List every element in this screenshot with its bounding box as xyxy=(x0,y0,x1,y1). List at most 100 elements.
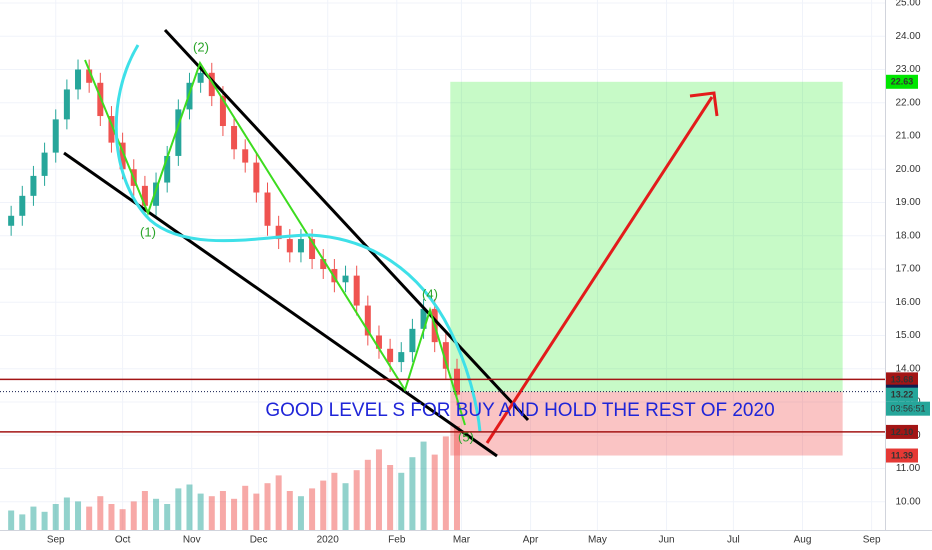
volume-bar xyxy=(286,491,293,530)
volume-bar xyxy=(331,472,338,530)
volume-bar xyxy=(409,457,416,530)
volume-bar xyxy=(219,491,226,530)
timer: 03:56:51 xyxy=(890,404,925,414)
volume-bar xyxy=(453,426,460,530)
candle-body xyxy=(153,182,160,206)
y-tick-label: 25.00 xyxy=(895,0,920,9)
x-tick-label: Sep xyxy=(863,535,881,546)
volume-bar xyxy=(164,504,171,530)
volume-bar xyxy=(297,496,304,530)
volume-bar xyxy=(242,485,249,530)
y-tick-label: 10.00 xyxy=(895,496,920,507)
wave-label: (1) xyxy=(140,224,156,239)
candle-body xyxy=(86,69,93,83)
price-tag-label: 12.10 xyxy=(891,427,914,437)
levels xyxy=(0,378,885,433)
annotation: GOOD LEVEL S FOR BUY AND HOLD THE REST O… xyxy=(265,400,774,421)
candle-body xyxy=(19,195,26,216)
volume-bar xyxy=(8,510,15,530)
candle-body xyxy=(119,142,126,170)
candle-body xyxy=(8,215,15,226)
volume-bar xyxy=(19,514,26,530)
x-tick-label: Aug xyxy=(794,535,812,546)
channel-line xyxy=(163,28,530,422)
volume-bar xyxy=(97,496,104,530)
volume-bar xyxy=(420,441,427,530)
price-tag xyxy=(886,74,918,89)
volume-bar xyxy=(108,504,115,530)
candle-body xyxy=(309,239,316,260)
y-tick-label: 22.00 xyxy=(895,97,920,108)
x-tick-label: Feb xyxy=(388,535,406,546)
y-tick-label: 17.00 xyxy=(895,264,920,275)
price-tag-label: 13.68 xyxy=(891,374,914,384)
candle-body xyxy=(275,225,282,240)
wave-label: (5) xyxy=(458,429,474,444)
volume-bar xyxy=(86,506,93,530)
candle-body xyxy=(364,305,371,336)
x-tick-label: Jul xyxy=(727,535,740,546)
candle-body xyxy=(264,192,271,226)
candle-body xyxy=(409,328,416,353)
price-tag-label: 22.63 xyxy=(891,77,914,87)
wave-zigzag xyxy=(84,59,466,426)
volume-bar xyxy=(387,465,394,530)
volume-bar xyxy=(264,483,271,530)
candle-body xyxy=(231,126,238,150)
candle-body xyxy=(353,275,360,306)
volume-bar xyxy=(63,497,70,530)
candle-body xyxy=(375,335,382,349)
y-tick-label: 14.00 xyxy=(895,363,920,374)
candle-body xyxy=(108,116,115,143)
volume-bar xyxy=(119,509,126,530)
y-tick-label: 11.00 xyxy=(896,463,921,474)
candle-body xyxy=(75,69,82,90)
x-tick-label: Dec xyxy=(250,535,268,546)
candle-body xyxy=(297,239,304,253)
price-tag xyxy=(886,387,918,402)
volume-bar xyxy=(309,488,316,530)
candle-body xyxy=(242,149,249,163)
x-tick-label: Sep xyxy=(47,535,65,546)
candle-body xyxy=(453,368,460,395)
candle-body xyxy=(197,72,204,83)
y-tick-label: 23.00 xyxy=(895,64,920,75)
volume-bar xyxy=(342,483,349,530)
volume-bar xyxy=(141,491,148,530)
position-box xyxy=(450,81,843,456)
candle-body xyxy=(420,308,427,329)
y-tick-label: 21.00 xyxy=(895,131,920,142)
y-tick-label: 20.00 xyxy=(895,164,920,175)
volume-bar xyxy=(75,501,82,530)
x-tick-label: Oct xyxy=(115,535,131,546)
axes: 10.0011.0012.0013.0014.0015.0016.0017.00… xyxy=(47,0,930,546)
volume-bar xyxy=(231,498,238,530)
cycle-curve xyxy=(114,44,482,433)
x-tick-label: 2020 xyxy=(317,535,340,546)
wave-label: (2) xyxy=(193,39,209,54)
candle-body xyxy=(164,155,171,183)
volume-bar xyxy=(431,454,438,530)
volume-bar xyxy=(320,480,327,530)
volume-bar xyxy=(375,449,382,530)
price-tag xyxy=(886,424,918,439)
volume-bar xyxy=(398,472,405,530)
candle-body xyxy=(219,96,226,127)
volume-bar xyxy=(186,484,193,530)
x-tick-label: Jun xyxy=(658,535,674,546)
candle-body xyxy=(41,152,48,176)
candle-body xyxy=(442,342,449,369)
price-tag-label: 11.39 xyxy=(891,450,913,460)
arrow-head xyxy=(689,91,719,117)
volume-bar xyxy=(197,493,204,530)
volume-bar xyxy=(253,493,260,530)
volume-bar xyxy=(208,496,215,530)
drawings: (1) (2) (4) (5) GOOD LEVEL S FOR BUY AND… xyxy=(63,28,775,458)
candle-body xyxy=(52,119,59,153)
volume-bar xyxy=(130,501,137,530)
candle-body xyxy=(141,185,148,206)
y-tick-label: 15.00 xyxy=(895,330,920,341)
candle-body xyxy=(320,259,327,269)
